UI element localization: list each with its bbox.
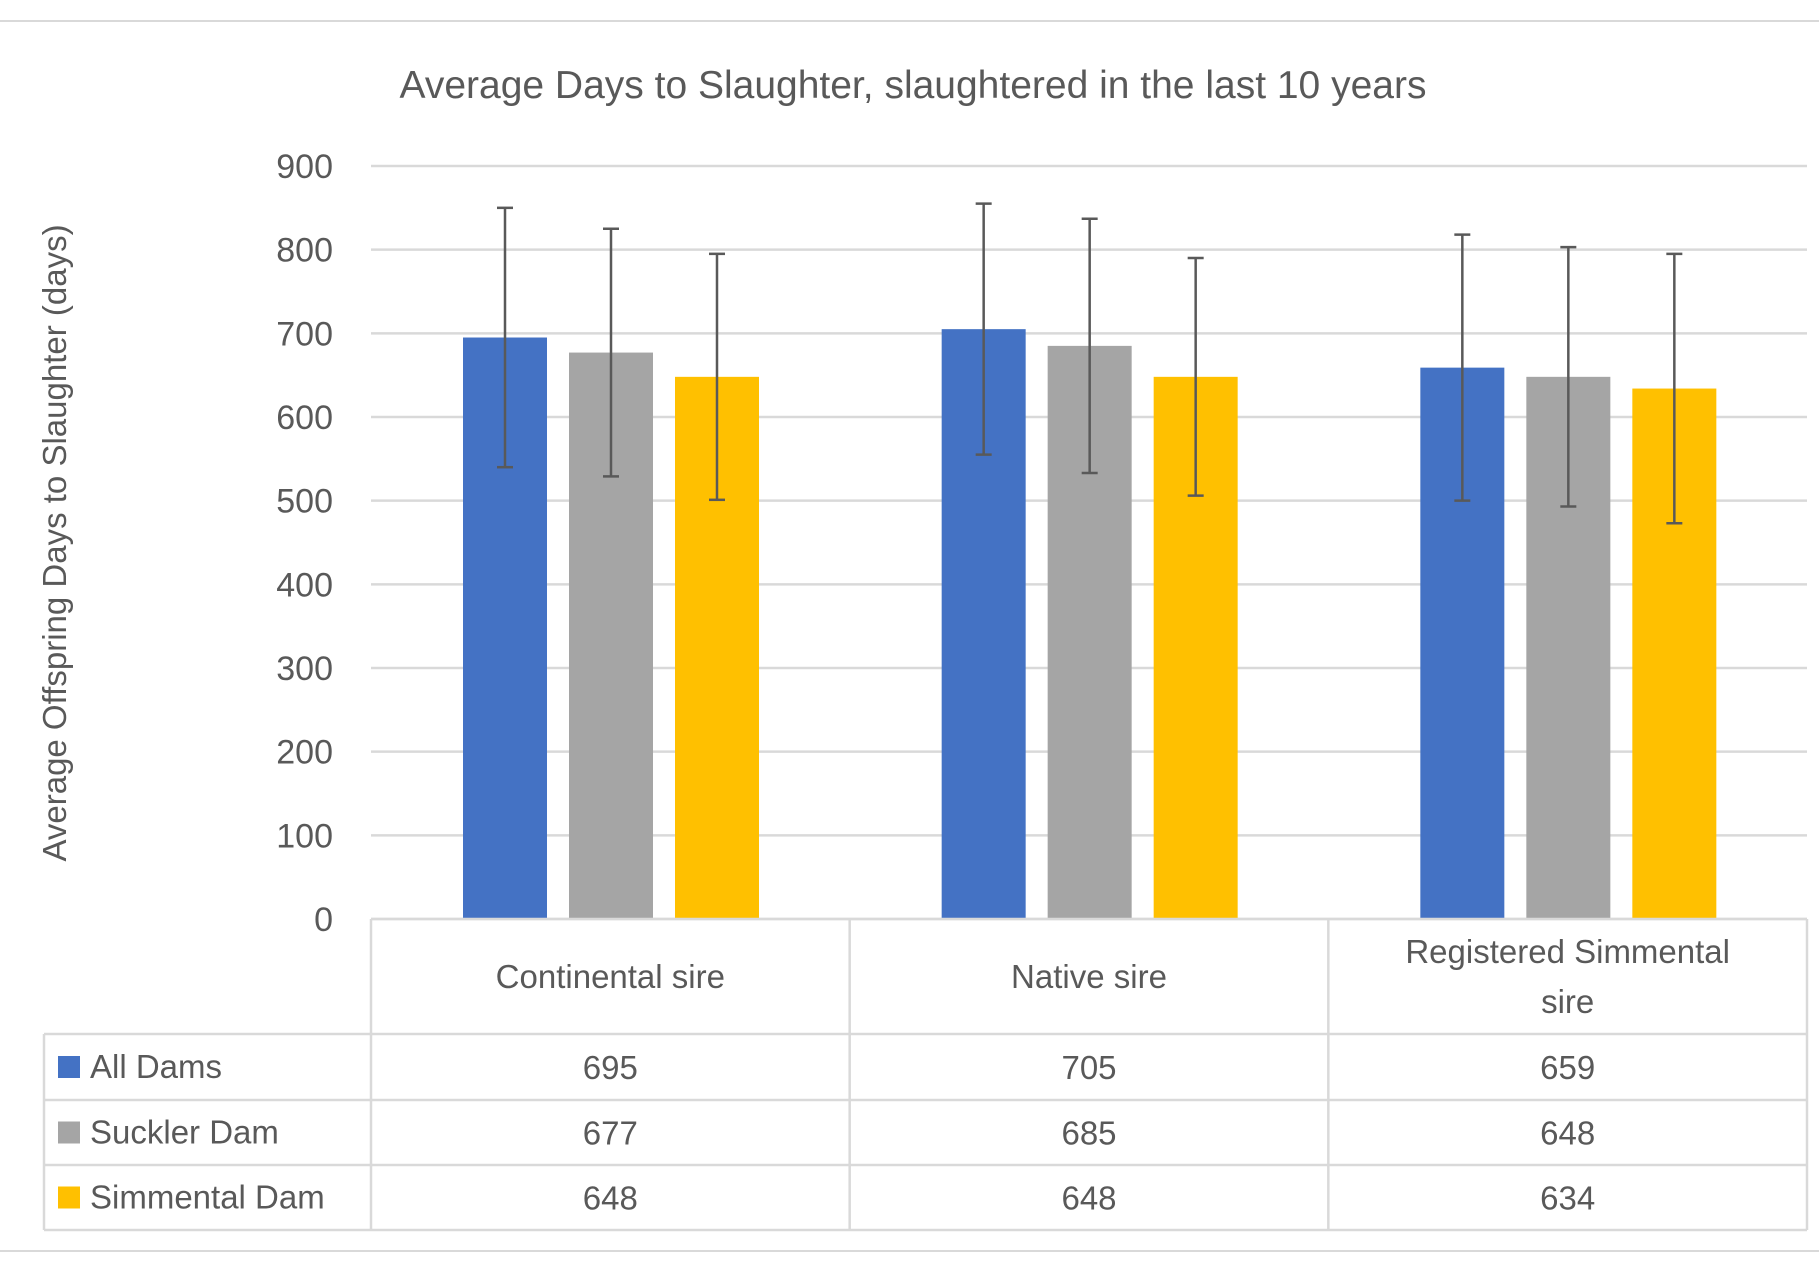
- chart-title: Average Days to Slaughter, slaughtered i…: [400, 64, 1427, 107]
- legend-swatch: [58, 1121, 80, 1144]
- y-tick-label: 700: [276, 315, 333, 353]
- legend-swatch: [58, 1056, 80, 1078]
- category-label: Continental sire: [496, 958, 725, 995]
- legend-label: Simmental Dam: [90, 1179, 325, 1216]
- table-value: 677: [583, 1115, 638, 1152]
- table-value: 685: [1061, 1115, 1116, 1152]
- table-value: 648: [1061, 1180, 1116, 1217]
- y-axis-label: Average Offspring Days to Slaughter (day…: [36, 224, 73, 861]
- y-tick-label: 500: [276, 483, 333, 521]
- y-tick-label: 0: [314, 901, 333, 939]
- table-value: 648: [1540, 1115, 1595, 1152]
- y-tick-label: 100: [276, 817, 333, 855]
- y-tick-label: 900: [276, 148, 333, 186]
- table-value: 659: [1540, 1049, 1595, 1086]
- category-label: sire: [1541, 983, 1594, 1020]
- y-tick-label: 400: [276, 566, 333, 604]
- category-label: Registered Simmental: [1405, 933, 1730, 970]
- y-tick-label: 200: [276, 734, 333, 772]
- legend-label: Suckler Dam: [90, 1114, 279, 1151]
- table-value: 634: [1540, 1180, 1595, 1217]
- legend-label: All Dams: [90, 1048, 222, 1085]
- category-label: Native sire: [1011, 958, 1167, 995]
- table-value: 648: [583, 1180, 638, 1217]
- table-value: 705: [1061, 1049, 1116, 1086]
- legend-swatch: [58, 1186, 80, 1209]
- table-value: 695: [583, 1049, 638, 1086]
- y-tick-label: 300: [276, 650, 333, 688]
- y-tick-label: 600: [276, 399, 333, 437]
- y-tick-label: 800: [276, 232, 333, 270]
